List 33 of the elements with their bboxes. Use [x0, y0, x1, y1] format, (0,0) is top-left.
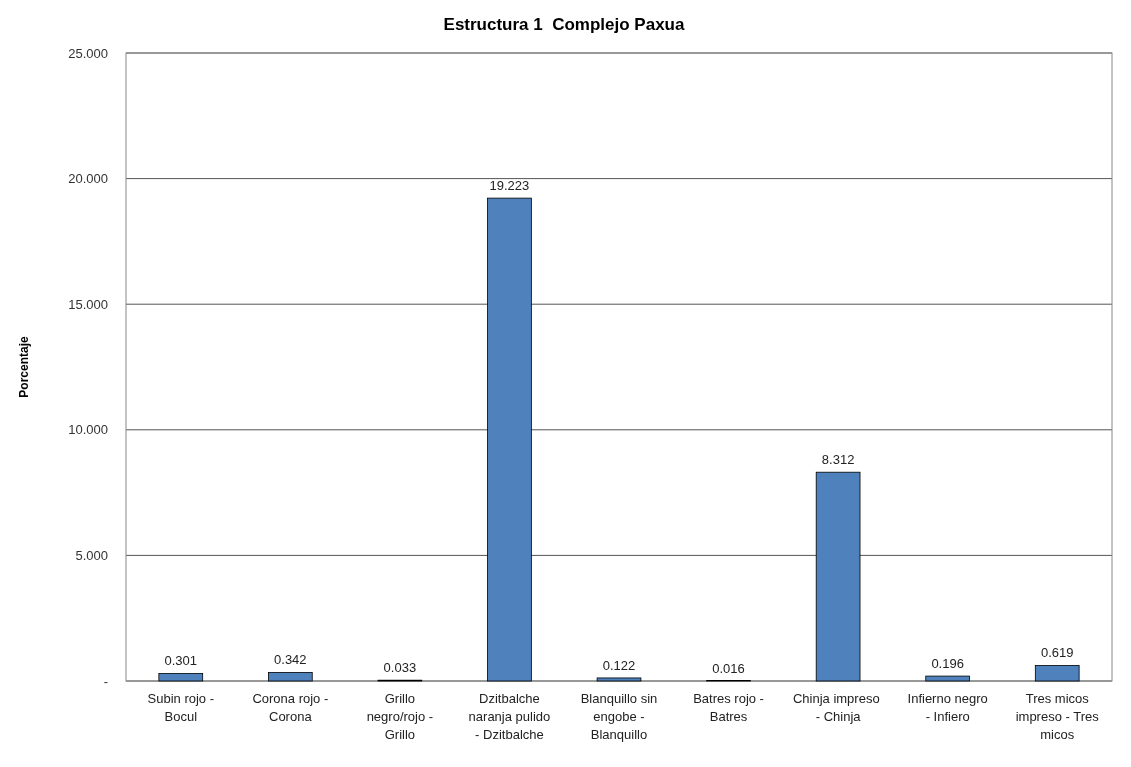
- bar: [1034, 665, 1080, 682]
- x-tick-label: Dzitbalche naranja pulido - Dzitbalche: [468, 691, 551, 742]
- y-tick-label: 20.000: [68, 171, 108, 187]
- x-tick-label: Infierno negro - Infiero: [907, 691, 988, 724]
- bar: [268, 672, 313, 682]
- bar: [925, 675, 970, 682]
- y-tick-label: 5.000: [75, 547, 108, 563]
- data-label: 0.342: [274, 652, 307, 668]
- bar: [596, 677, 642, 682]
- chart-title: Estructura 1 Complejo Paxua: [443, 15, 685, 34]
- x-tick-label: Subin rojo - Bocul: [147, 691, 215, 724]
- data-label: 0.619: [1040, 645, 1074, 661]
- x-tick-label: Grillo negro/rojo - Grillo: [366, 691, 434, 742]
- y-axis-title: Porcentaje: [17, 335, 31, 398]
- x-tick-label: Corona rojo - Corona: [252, 691, 329, 724]
- data-label: 0.122: [602, 657, 636, 673]
- bar: [815, 471, 861, 682]
- x-tick-label: Chinja impreso - Chinja: [792, 691, 884, 724]
- data-label: 0.016: [712, 660, 745, 676]
- bar: [487, 197, 532, 682]
- data-label: 0.033: [383, 660, 417, 676]
- x-tick-label: Batres rojo - Batres: [693, 691, 764, 724]
- y-tick-label: 15.000: [68, 296, 108, 312]
- bar: [158, 673, 204, 682]
- x-tick-label: Tres micos impreso - Tres micos: [1015, 691, 1100, 742]
- y-tick-label: -: [103, 673, 108, 689]
- y-tick-label: 10.000: [68, 422, 108, 438]
- data-label: 0.196: [931, 656, 964, 672]
- data-label: 8.312: [821, 452, 855, 468]
- x-tick-label: Blanquillo sin engobe - Blanquillo: [580, 691, 658, 742]
- data-label: 19.223: [489, 178, 530, 194]
- data-label: 0.301: [164, 653, 198, 669]
- y-tick-label: 25.000: [68, 45, 108, 61]
